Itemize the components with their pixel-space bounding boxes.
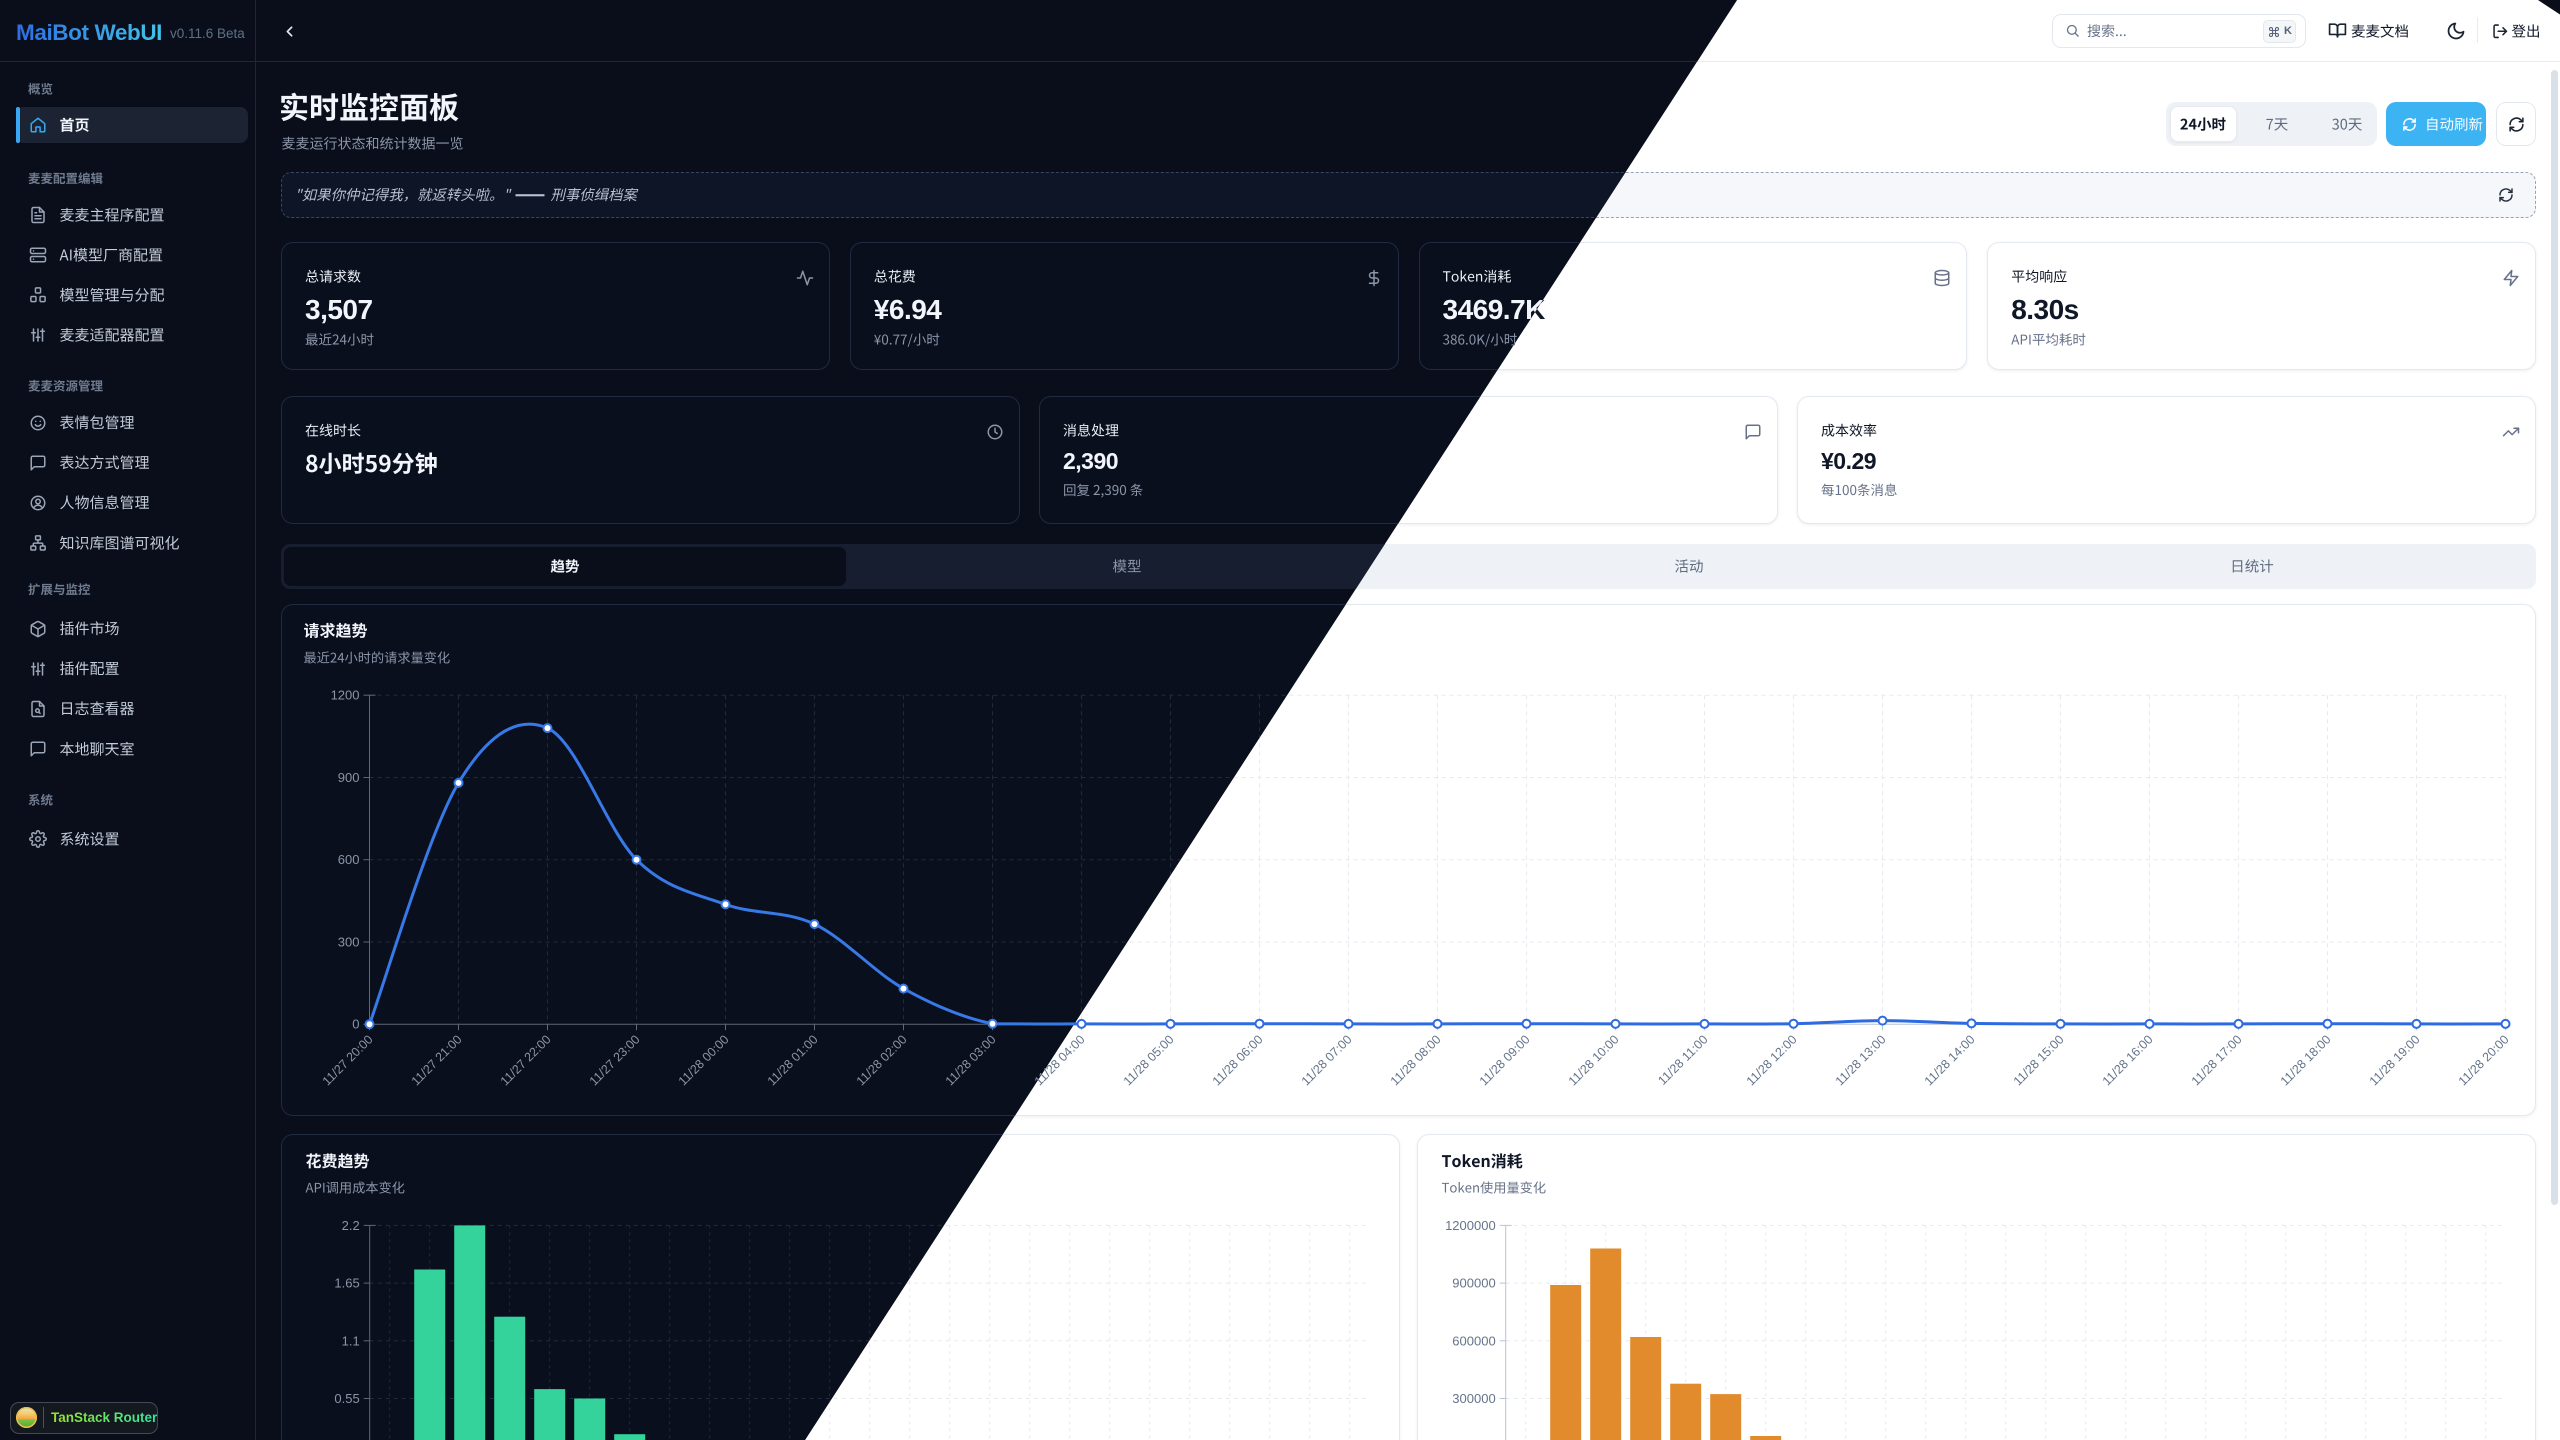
svg-text:900000: 900000 (1452, 1276, 1495, 1291)
svg-text:1200000: 1200000 (1445, 1218, 1496, 1233)
svg-text:0: 0 (352, 1017, 359, 1032)
svg-text:1.1: 1.1 (342, 1333, 360, 1348)
svg-text:2.2: 2.2 (342, 1218, 360, 1233)
svg-text:600000: 600000 (1452, 1333, 1495, 1348)
svg-text:1.65: 1.65 (334, 1276, 359, 1291)
svg-text:300000: 300000 (1452, 1391, 1495, 1406)
svg-text:0.55: 0.55 (334, 1391, 359, 1406)
svg-text:600: 600 (338, 852, 360, 867)
svg-text:1200: 1200 (331, 688, 360, 703)
svg-text:300: 300 (338, 935, 360, 950)
svg-text:900: 900 (338, 770, 360, 785)
